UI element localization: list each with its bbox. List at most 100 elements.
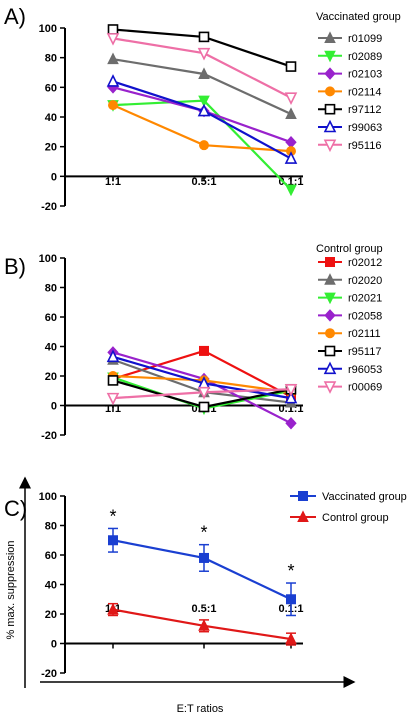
legend-entry: r95117 [348,346,381,358]
x-tick-label: 1:1 [105,403,121,415]
y-tick-label: 20 [45,371,57,383]
y-tick-label: 40 [45,112,57,124]
data-point [285,135,297,149]
data-point [198,67,210,79]
y-tick-label: 60 [45,82,57,94]
legend-entry: Control group [322,512,389,524]
legend-entry: r95116 [348,140,381,152]
data-point [107,375,119,386]
y-tick-label: 80 [45,283,57,295]
legend-swatch-marker [324,31,336,43]
y-tick-label: 20 [45,609,57,621]
legend-entry: r99063 [348,122,382,134]
data-point [106,74,120,87]
data-point [107,24,119,35]
legend-swatch-marker [324,103,336,115]
legend-swatch-marker [324,50,336,63]
data-point [284,92,298,106]
y-tick-label: 100 [39,253,57,265]
panel-c-label: C) [4,496,27,521]
legend-entry: r02103 [348,69,382,81]
data-point [107,52,119,65]
data-point [199,345,209,356]
legend-swatch-marker [325,257,335,267]
y-tick-label: 20 [45,142,57,154]
significance-star: * [287,561,294,581]
legend-swatch-marker [323,139,337,153]
y-tick-label: 100 [39,23,57,35]
y-tick-label: 80 [45,53,57,65]
legend-entry: r02114 [348,86,381,98]
legend-swatch-marker [325,328,335,339]
data-point [108,535,118,546]
data-point [285,416,297,430]
data-point [199,552,209,563]
legend-entry: r02020 [348,275,382,287]
data-point [285,61,297,72]
y-tick-label: 100 [39,491,57,503]
legend-swatch-marker [324,292,336,305]
legend-swatch-marker [323,361,337,375]
legend-swatch-marker [298,491,308,501]
data-point [106,33,120,46]
data-point [198,31,210,43]
legend-swatch-marker [323,119,337,133]
data-point [198,95,210,108]
x-tick-label: 1:1 [105,176,121,188]
y-tick-label: -20 [41,430,57,442]
x-tick-label: 0.1:1 [278,403,303,415]
legend-entry: r01099 [348,33,382,45]
y-tick-label: 80 [45,521,57,533]
data-point [284,390,298,404]
legend-swatch-marker [324,273,336,285]
y-tick-label: -20 [41,668,57,680]
legend-entry: Vaccinated group [322,491,407,503]
series-line-r01099 [112,58,292,116]
x-tick-label: 0.5:1 [191,176,216,188]
legend-title: Control group [316,243,383,255]
legend-entry: r02021 [348,293,382,305]
legend-entry: r00069 [348,382,382,394]
legend-entry: r02089 [348,51,382,63]
y-tick-label: 0 [51,401,57,413]
data-point [198,619,210,631]
legend-swatch-marker [324,67,336,80]
data-point [284,383,298,397]
data-point [197,386,211,400]
y-tick-label: -20 [41,201,57,213]
y-tick-label: 40 [45,342,57,354]
legend-title: Vaccinated group [316,11,401,23]
panel-a-label: A) [4,4,26,29]
series-line-vaccinated-group [112,539,292,601]
legend-swatch-marker [324,345,336,357]
legend-swatch-marker [323,381,337,394]
legend-entry: r97112 [348,104,381,116]
legend-entry: r02058 [348,310,382,322]
x-tick-label: 0.1:1 [278,176,303,188]
data-point [197,47,211,61]
legend-swatch-marker [324,309,336,322]
y-tick-label: 60 [45,312,57,324]
data-point [286,594,296,605]
data-point [108,100,118,111]
y-tick-label: 40 [45,580,57,592]
x-tick-label: 0.5:1 [191,603,216,615]
legend-entry: r96053 [348,364,382,376]
legend-entry: r02111 [348,328,381,340]
data-point [106,349,120,363]
series-line-r95116 [112,37,292,99]
data-point [285,184,297,197]
legend-swatch-marker [297,510,309,522]
panel-a-chart: -20 0 20 40 60 80 100 1:1 0.5:1 0.1:1 Vaccinated g… [39,11,401,213]
significance-star: * [200,523,207,543]
data-point [285,107,297,120]
data-point [285,632,297,645]
panel-b-label: B) [4,254,26,279]
y-axis-title: % max. suppression [5,540,17,639]
data-point [199,140,209,151]
data-point [198,401,210,413]
y-tick-label: 60 [45,550,57,562]
